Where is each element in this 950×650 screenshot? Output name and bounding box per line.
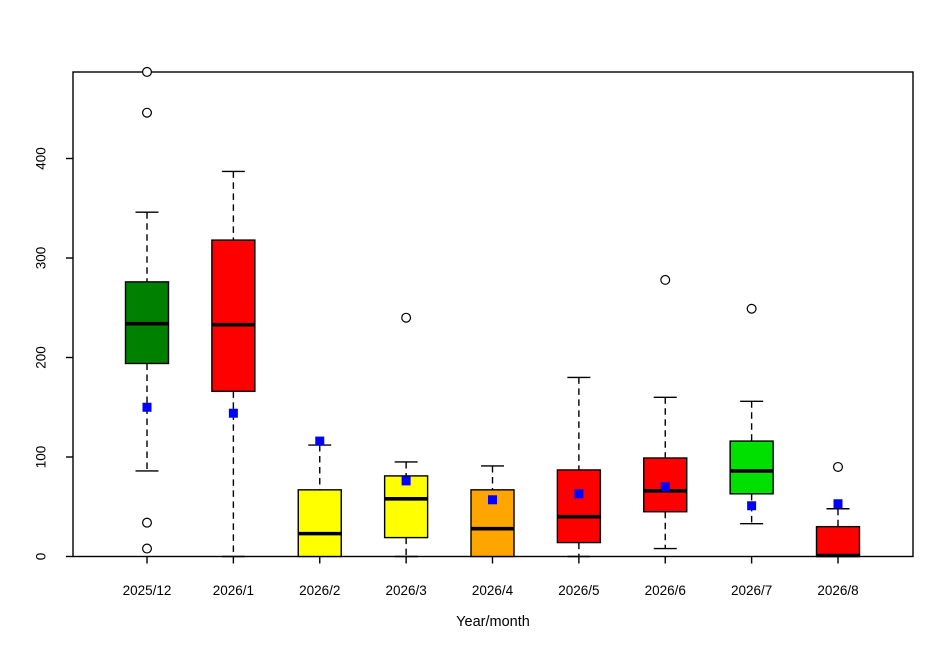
y-axis-tick-label: 200	[34, 346, 49, 369]
box-2026-2	[297, 489, 342, 558]
y-axis-tick-label: 0	[34, 553, 49, 561]
x-axis-tick-label: 2026/8	[817, 583, 858, 598]
x-axis-tick-label: 2026/3	[385, 583, 426, 598]
mean-marker	[488, 495, 497, 505]
outlier-point	[142, 107, 153, 118]
mean-marker	[660, 482, 670, 492]
y-axis-tick-label: 300	[34, 247, 49, 270]
outlier-point	[660, 274, 671, 285]
mean-marker	[401, 476, 411, 486]
box-2026-7	[729, 440, 774, 495]
mean-marker	[228, 408, 238, 418]
outlier-point	[746, 303, 757, 314]
box-2026-1	[211, 239, 256, 393]
mean-marker	[833, 499, 843, 509]
outlier-point	[142, 517, 153, 528]
box-2026-3	[383, 475, 429, 539]
plot-frame	[72, 71, 914, 558]
box-2026-5	[556, 469, 602, 544]
mean-marker	[574, 489, 584, 499]
x-axis-tick-label: 2026/5	[558, 583, 599, 598]
x-axis-tick-label: 2025/12	[123, 583, 172, 598]
x-axis-tick-label: 2026/6	[645, 583, 686, 598]
mean-marker	[142, 402, 152, 412]
outlier-point	[832, 461, 843, 472]
x-axis-tick-label: 2026/4	[472, 583, 514, 598]
x-axis-tick-label: 2026/2	[299, 583, 340, 598]
x-axis-tick-label: 2026/1	[213, 583, 254, 598]
outlier-point	[401, 312, 412, 323]
outlier-point	[142, 543, 153, 554]
mean-marker	[315, 436, 325, 446]
y-axis-tick-label: 400	[34, 147, 49, 170]
x-axis-title: Year/month	[456, 614, 530, 630]
y-axis-tick-label: 100	[34, 446, 49, 469]
mean-marker	[747, 501, 757, 511]
outlier-point	[142, 66, 153, 77]
x-axis-tick-label: 2026/7	[731, 583, 772, 598]
box-2026-8	[815, 525, 861, 558]
